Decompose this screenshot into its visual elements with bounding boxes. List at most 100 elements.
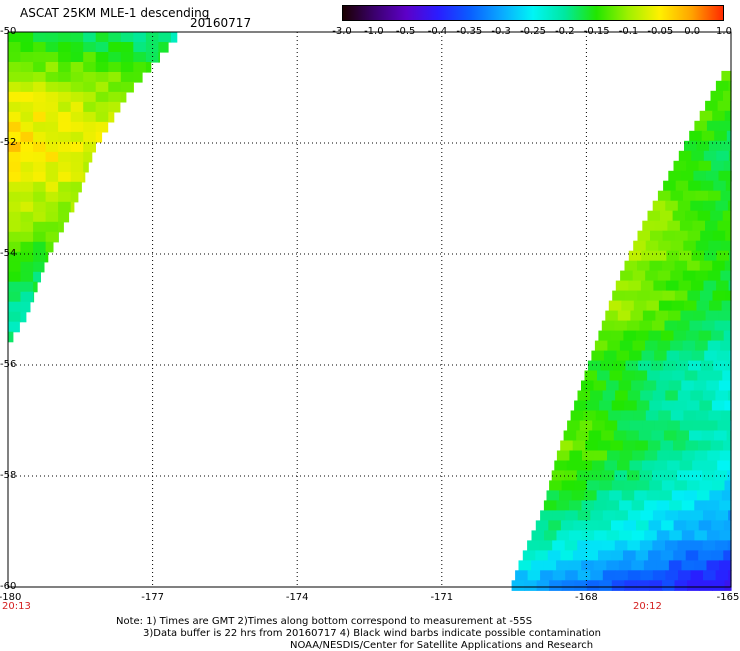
swath-cell	[642, 420, 656, 432]
swath-cell	[701, 430, 715, 442]
swath-cell	[696, 490, 710, 501]
map-title: ASCAT 25KM MLE-1 descending	[20, 6, 210, 20]
swath-cell	[637, 230, 651, 242]
swath-cell	[605, 310, 619, 322]
swath-cell	[723, 330, 732, 342]
swath-cell	[531, 530, 545, 541]
swath-cell	[8, 241, 22, 253]
swath-cell	[611, 400, 625, 412]
swath-cell	[722, 370, 732, 382]
swath-cell	[20, 241, 34, 253]
swath-cell	[569, 500, 583, 511]
swath-cell	[549, 580, 563, 591]
swath-cell	[700, 360, 714, 372]
swath-cell	[624, 290, 638, 302]
swath-cell	[564, 540, 578, 551]
swath-cell	[658, 240, 672, 252]
swath-cell	[685, 210, 699, 222]
swath-cell	[725, 290, 732, 302]
swath-cell	[716, 350, 730, 362]
swath-cell	[601, 320, 615, 332]
latitude-label: -58	[0, 470, 17, 481]
swath-cell	[591, 350, 605, 362]
swath-cell	[652, 320, 666, 332]
swath-cell	[624, 480, 638, 491]
time-left: 20:13	[2, 601, 31, 612]
swath-cell	[628, 280, 642, 292]
swath-cell	[668, 380, 682, 392]
swath-cell	[648, 330, 662, 342]
swath-cell	[58, 161, 72, 173]
swath-cell	[719, 560, 732, 571]
swath-cell	[645, 240, 659, 252]
swath-cell	[695, 190, 709, 202]
swath-cell	[721, 410, 732, 422]
swath-cell	[70, 101, 84, 113]
swath-cell	[607, 450, 621, 462]
swath-cell	[656, 560, 670, 571]
note-line-3: NOAA/NESDIS/Center for Satellite Applica…	[290, 640, 594, 651]
swath-cell	[584, 370, 598, 382]
swath-cell	[668, 560, 682, 571]
swath-cell	[673, 330, 687, 342]
swath-cell	[640, 570, 654, 581]
swath-cell	[728, 150, 732, 162]
swath-cell	[687, 230, 701, 242]
swath-cell	[660, 440, 674, 452]
swath-cell	[623, 550, 637, 561]
swath-cell	[571, 490, 585, 501]
swath-cell	[565, 510, 579, 521]
swath-cell	[577, 510, 591, 521]
swath-cell	[604, 420, 618, 432]
swath-cell	[719, 530, 732, 541]
swath-cell	[543, 500, 557, 511]
swath-cell	[702, 540, 716, 551]
swath-cell	[726, 430, 732, 442]
swath-cell	[685, 550, 699, 561]
swath-cell	[547, 550, 561, 561]
swath-cell	[58, 81, 72, 93]
swath-cell	[83, 101, 97, 113]
swath-cell	[694, 450, 708, 462]
swath-cell	[20, 171, 34, 183]
swath-cell	[83, 141, 96, 153]
swath-cell	[658, 410, 672, 422]
swath-cell	[33, 211, 47, 223]
swath-cell	[686, 330, 700, 342]
swath-cell	[709, 140, 723, 152]
swath-cell	[592, 420, 606, 432]
swath-cell	[671, 490, 685, 501]
swath-cell	[585, 550, 599, 561]
swath-cell	[699, 480, 713, 491]
swath-cell	[33, 62, 47, 73]
swath-cell	[574, 480, 588, 491]
swath-cell	[108, 111, 115, 123]
swath-cell	[70, 72, 84, 83]
swath-cell	[671, 300, 685, 312]
swath-cell	[718, 380, 732, 392]
swath-cell	[20, 221, 34, 233]
swath-cell	[133, 42, 147, 53]
swath-cell	[703, 150, 717, 162]
swath-cell	[58, 201, 72, 213]
swath-cell	[511, 580, 525, 591]
swath-cell	[120, 72, 134, 83]
swath-cell	[712, 290, 726, 302]
swath-cell	[673, 440, 687, 452]
swath-cell	[8, 32, 22, 43]
swath-cell	[20, 62, 34, 73]
swath-cell	[604, 460, 618, 472]
swath-cell	[638, 360, 652, 372]
swath-cell	[720, 270, 732, 282]
swath-cell	[70, 161, 84, 173]
swath-cell	[684, 140, 698, 152]
swath-cell	[716, 150, 730, 162]
swath-cell	[522, 550, 536, 561]
swath-cell	[45, 201, 59, 213]
swath-cell	[33, 52, 47, 63]
swath-cell	[20, 301, 31, 313]
swath-cell	[695, 410, 709, 422]
swath-cell	[598, 330, 612, 342]
swath-cell	[723, 90, 732, 102]
swath-cell	[33, 141, 47, 153]
